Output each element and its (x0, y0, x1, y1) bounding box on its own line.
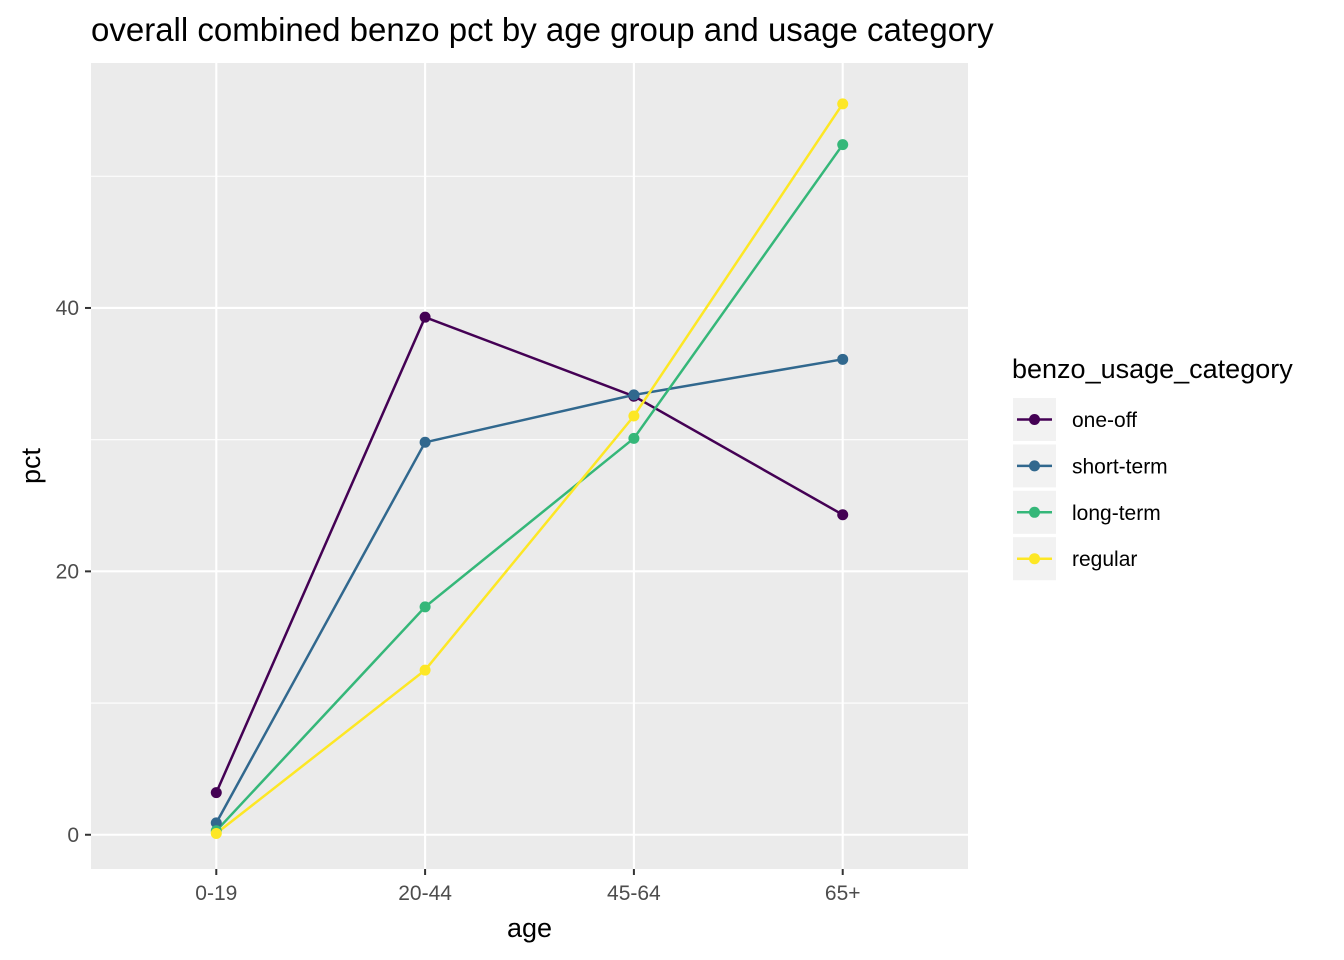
x-tick-label: 65+ (825, 882, 861, 905)
x-tick-label: 20-44 (398, 882, 452, 905)
legend-item-regular: regular (1013, 537, 1137, 581)
legend-label: long-term (1072, 502, 1161, 525)
series-line-long-term (215, 143, 844, 832)
data-point-one-off (419, 311, 431, 323)
chart-title: overall combined benzo pct by age group … (91, 11, 994, 48)
points-layer (210, 98, 849, 839)
data-point-one-off (837, 509, 849, 521)
series-line-one-off (215, 315, 844, 794)
minor-gridlines (91, 175, 968, 704)
legend-label: regular (1072, 548, 1137, 571)
data-point-short-term (419, 436, 431, 448)
x-axis-title: age (507, 913, 552, 943)
data-point-short-term (628, 389, 640, 401)
plot-panel (91, 63, 968, 869)
data-point-long-term (837, 139, 849, 151)
data-point-regular (837, 98, 849, 110)
data-point-long-term (419, 601, 431, 613)
y-tick-label: 0 (67, 824, 79, 847)
data-point-regular (210, 827, 222, 839)
x-tick-label: 0-19 (195, 882, 237, 905)
data-point-regular (628, 410, 640, 422)
legend-item-long-term: long-term (1013, 490, 1161, 534)
legend-key-point (1029, 414, 1040, 425)
legend-key-point (1029, 506, 1040, 518)
data-point-short-term (837, 353, 849, 365)
x-tick-label: 45-64 (607, 882, 661, 905)
data-point-one-off (210, 787, 222, 799)
x-axis: 0-19 20-44 45-64 65+ (195, 869, 861, 905)
y-axis: 0 20 40 (56, 297, 91, 847)
legend-key-point (1029, 460, 1040, 472)
legend: benzo_usage_category one-off short-term lo… (1012, 354, 1293, 581)
y-tick-label: 20 (56, 560, 79, 583)
legend-key-point (1029, 553, 1040, 565)
legend-title: benzo_usage_category (1012, 354, 1293, 384)
data-point-long-term (628, 432, 640, 444)
legend-item-one-off: one-off (1013, 398, 1137, 441)
series-line-short-term (215, 358, 843, 824)
series-layer (215, 103, 844, 835)
legend-label: one-off (1072, 409, 1137, 432)
y-axis-title: pct (16, 447, 46, 484)
major-gridlines (91, 63, 968, 869)
y-tick-label: 40 (56, 297, 79, 320)
legend-item-short-term: short-term (1013, 444, 1168, 488)
data-point-short-term (210, 817, 222, 829)
series-line-regular (215, 103, 844, 835)
data-point-regular (419, 664, 431, 676)
legend-label: short-term (1072, 455, 1168, 478)
